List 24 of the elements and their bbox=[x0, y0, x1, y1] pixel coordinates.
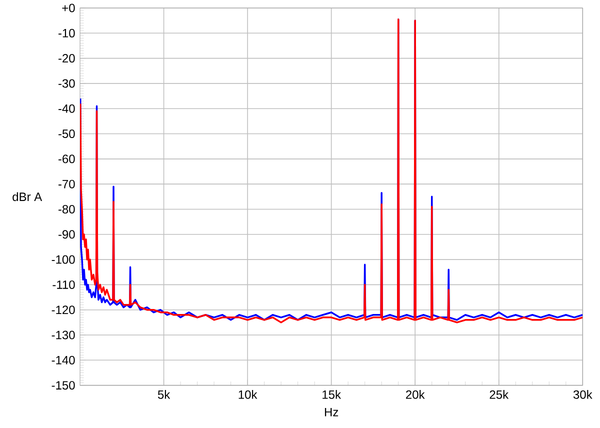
y-tick-label: -60 bbox=[58, 154, 75, 164]
y-tick-label: +0 bbox=[62, 4, 75, 12]
x-tick-label: 25k bbox=[490, 390, 509, 399]
x-tick-label: 20k bbox=[406, 390, 425, 399]
y-tick-label: -140 bbox=[52, 356, 75, 364]
x-tick-label: 30k bbox=[573, 390, 592, 399]
x-axis-title: Hz bbox=[324, 408, 338, 416]
y-tick-label: -150 bbox=[52, 381, 75, 390]
y-tick-label: -90 bbox=[58, 230, 75, 239]
y-tick-label: -110 bbox=[52, 280, 75, 289]
y-axis-title: dBr A bbox=[12, 192, 42, 202]
y-tick-label: -10 bbox=[58, 28, 75, 38]
y-tick-label: -70 bbox=[58, 180, 75, 188]
x-tick-label: 10k bbox=[238, 390, 258, 399]
y-tick-label: -100 bbox=[52, 255, 75, 264]
y-tick-label: -50 bbox=[58, 130, 75, 138]
y-tick-label: -40 bbox=[58, 104, 75, 113]
x-tick-label: 15k bbox=[322, 390, 342, 399]
y-tick-label: -20 bbox=[58, 54, 75, 63]
y-tick-label: -80 bbox=[58, 204, 75, 214]
y-tick-label: -130 bbox=[52, 330, 75, 340]
x-tick-label: 5k bbox=[158, 390, 170, 399]
y-tick-label: -30 bbox=[58, 79, 75, 88]
y-tick-label: -120 bbox=[52, 306, 75, 314]
